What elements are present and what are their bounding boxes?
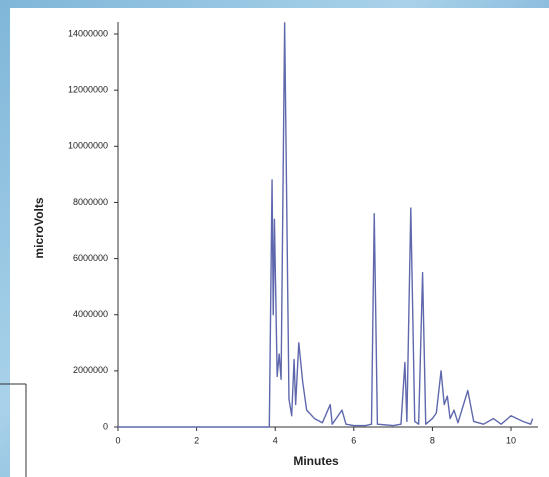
x-tick-label: 6 — [351, 435, 356, 445]
y-tick-label: 14000000 — [68, 28, 108, 38]
y-tick-label: 12000000 — [68, 85, 108, 95]
y-tick-label: 0 — [103, 421, 108, 431]
chromatogram-line — [118, 22, 534, 428]
y-tick-label: 4000000 — [73, 309, 108, 319]
x-axis-title: Minutes — [293, 454, 339, 468]
y-axis-title: microVolts — [32, 197, 46, 258]
chart-panel — [10, 8, 549, 477]
x-tick-label: 2 — [194, 435, 199, 445]
x-tick-label: 8 — [430, 435, 435, 445]
x-tick-label: 10 — [506, 435, 516, 445]
y-tick-label: 8000000 — [73, 197, 108, 207]
x-tick-label: 0 — [115, 435, 120, 445]
y-tick-label: 6000000 — [73, 253, 108, 263]
y-tick-label: 2000000 — [73, 365, 108, 375]
x-tick-label: 4 — [273, 435, 278, 445]
y-tick-label: 10000000 — [68, 141, 108, 151]
